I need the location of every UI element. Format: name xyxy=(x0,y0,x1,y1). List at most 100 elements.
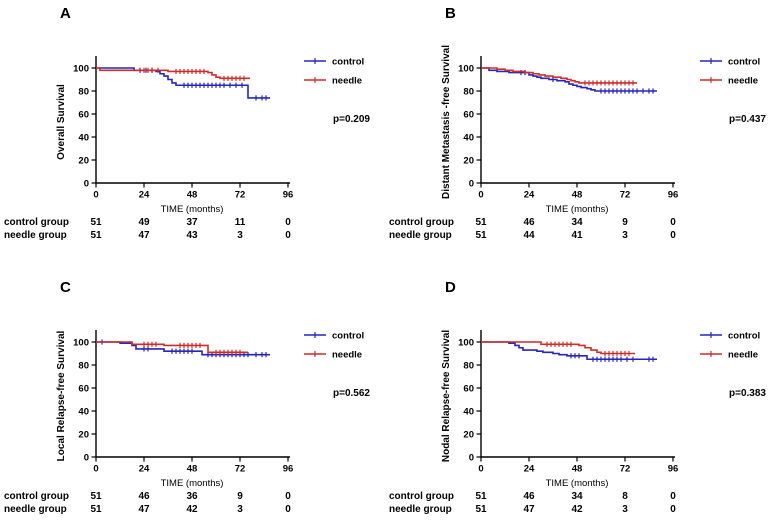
panel-a-overall-survival-chart: A 0 20 40 60 80 100 0 24 48 72 96 TIME (months) Overa… xyxy=(4,5,370,241)
at-risk-row-label: control group xyxy=(4,491,69,502)
at-risk-row-label: needle group xyxy=(389,230,452,241)
y-tick-label: 60 xyxy=(463,383,474,394)
at-risk-row-label: needle group xyxy=(4,504,67,515)
at-risk-value: 44 xyxy=(523,230,535,241)
at-risk-value: 11 xyxy=(235,217,246,228)
y-tick-label: 40 xyxy=(78,406,89,417)
y-axis-title: Distant Metastasis -free Survival xyxy=(441,45,452,199)
panel-c-local-relapse-free-survival-chart: C 0 20 40 60 80 100 0 24 48 72 96 TIME (months) Local… xyxy=(4,279,370,515)
y-axis-title: Overall Survival xyxy=(56,84,67,160)
legend-label-needle: needle xyxy=(728,75,758,86)
survival-curve-control xyxy=(96,67,270,99)
y-tick-label: 100 xyxy=(73,63,89,74)
x-tick-label: 48 xyxy=(187,190,198,201)
at-risk-value: 51 xyxy=(475,491,487,502)
x-tick-label: 72 xyxy=(235,190,246,201)
y-tick-label: 100 xyxy=(458,63,474,74)
y-tick-label: 0 xyxy=(84,452,89,463)
y-tick-label: 20 xyxy=(463,429,474,440)
x-tick-label: 96 xyxy=(668,190,679,201)
axes xyxy=(480,330,675,458)
legend-label-needle: needle xyxy=(728,349,758,360)
y-tick-label: 20 xyxy=(463,155,474,166)
at-risk-value: 41 xyxy=(571,230,583,241)
p-value-label: p=0.437 xyxy=(729,114,766,125)
axes xyxy=(480,56,675,184)
y-tick-label: 20 xyxy=(78,429,89,440)
panel-letter: A xyxy=(60,5,71,22)
y-tick-label: 40 xyxy=(78,132,89,143)
panel-letter: C xyxy=(60,279,71,296)
at-risk-value: 42 xyxy=(186,504,198,515)
survival-curve-control xyxy=(481,67,657,92)
survival-curve-control xyxy=(96,341,270,356)
legend-label-control: control xyxy=(728,56,760,67)
y-axis-title: Nodal Relapse-free Survival xyxy=(441,330,452,462)
p-value-label: p=0.562 xyxy=(333,388,370,399)
at-risk-value: 51 xyxy=(90,217,102,228)
y-tick-label: 60 xyxy=(78,383,89,394)
y-tick-label: 80 xyxy=(463,360,474,371)
survival-curve-needle xyxy=(96,341,248,354)
axes xyxy=(95,56,290,184)
x-tick-label: 48 xyxy=(572,464,583,475)
x-tick-label: 48 xyxy=(187,464,198,475)
x-tick-label: 0 xyxy=(93,464,98,475)
x-tick-label: 0 xyxy=(478,190,483,201)
at-risk-row-label: control group xyxy=(389,217,454,228)
p-value-label: p=0.209 xyxy=(333,114,370,125)
at-risk-value: 0 xyxy=(670,491,676,502)
x-tick-label: 72 xyxy=(620,464,631,475)
legend-label-needle: needle xyxy=(332,75,362,86)
at-risk-value: 51 xyxy=(475,230,487,241)
at-risk-value: 3 xyxy=(237,504,243,515)
x-tick-label: 24 xyxy=(524,190,535,201)
at-risk-value: 42 xyxy=(571,504,583,515)
x-tick-label: 48 xyxy=(572,190,583,201)
at-risk-value: 34 xyxy=(571,217,583,228)
x-axis-title: TIME (months) xyxy=(546,204,609,215)
y-axis-title: Local Relapse-free Survival xyxy=(56,330,67,461)
y-tick-label: 20 xyxy=(78,155,89,166)
panel-b-distant-metastasis-free-survival-chart: B 0 20 40 60 80 100 0 24 48 72 96 TIME (months) Dista… xyxy=(389,5,766,241)
legend-label-control: control xyxy=(332,330,364,341)
at-risk-value: 37 xyxy=(186,217,198,228)
axes xyxy=(95,330,290,458)
at-risk-value: 0 xyxy=(670,504,676,515)
at-risk-value: 47 xyxy=(138,230,150,241)
at-risk-value: 9 xyxy=(237,491,243,502)
at-risk-row-label: control group xyxy=(4,217,69,228)
y-tick-label: 40 xyxy=(463,132,474,143)
at-risk-value: 51 xyxy=(90,491,102,502)
at-risk-value: 46 xyxy=(523,217,535,228)
at-risk-value: 9 xyxy=(622,217,628,228)
x-tick-label: 96 xyxy=(668,464,679,475)
y-tick-label: 40 xyxy=(463,406,474,417)
survival-curve-needle xyxy=(96,67,250,80)
at-risk-value: 46 xyxy=(523,491,535,502)
at-risk-value: 0 xyxy=(670,217,676,228)
at-risk-value: 0 xyxy=(285,217,291,228)
at-risk-value: 0 xyxy=(285,504,291,515)
at-risk-value: 3 xyxy=(237,230,243,241)
x-tick-label: 96 xyxy=(283,464,294,475)
panel-letter: B xyxy=(445,5,456,22)
y-tick-label: 100 xyxy=(73,337,89,348)
p-value-label: p=0.383 xyxy=(729,388,766,399)
at-risk-value: 34 xyxy=(571,491,583,502)
survival-curve-control xyxy=(481,341,657,361)
x-axis-title: TIME (months) xyxy=(161,204,224,215)
panel-letter: D xyxy=(445,279,456,296)
survival-curve-needle xyxy=(481,67,637,84)
at-risk-row-label: control group xyxy=(389,491,454,502)
at-risk-value: 43 xyxy=(186,230,198,241)
y-tick-label: 80 xyxy=(78,360,89,371)
at-risk-row-label: needle group xyxy=(4,230,67,241)
at-risk-value: 8 xyxy=(622,491,628,502)
x-tick-label: 96 xyxy=(283,190,294,201)
x-tick-label: 0 xyxy=(478,464,483,475)
y-tick-label: 80 xyxy=(78,86,89,97)
at-risk-value: 51 xyxy=(90,504,102,515)
